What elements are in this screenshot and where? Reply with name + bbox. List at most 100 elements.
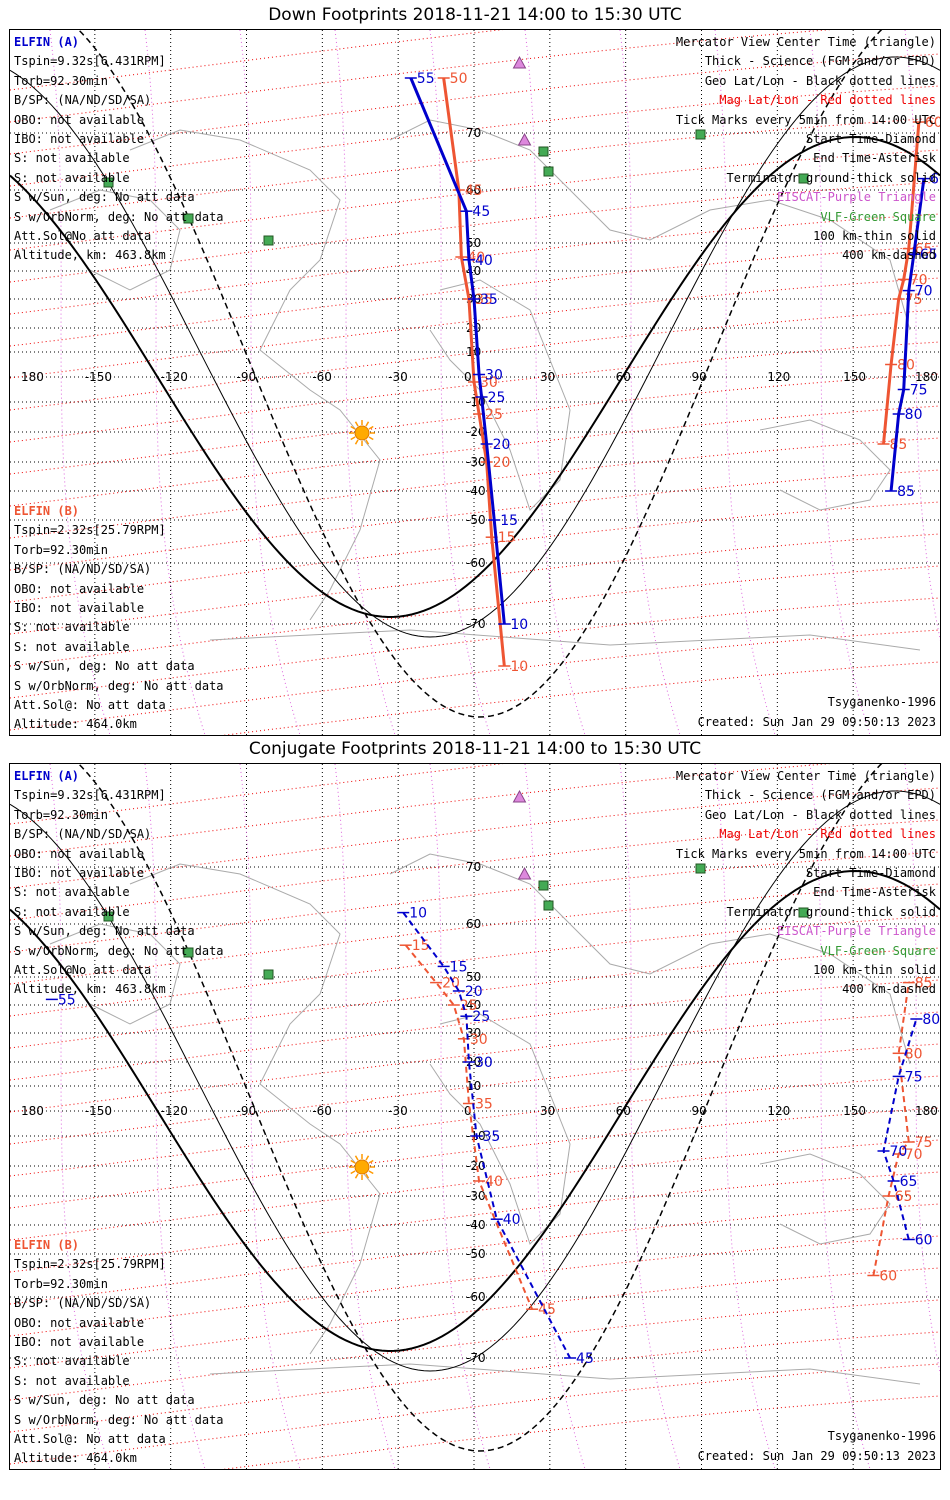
elfin-b-track: [882, 121, 921, 445]
elfin-b-tick-label: 25: [485, 407, 503, 423]
elfin-a-tick-label: 25: [488, 390, 506, 406]
elfin-b-tick-label: 35: [475, 292, 493, 308]
mag-longitude-line: [144, 764, 206, 1469]
mag-longitude-line: [714, 764, 776, 1469]
elfin-b-name: ELFIN (B): [14, 1238, 80, 1252]
legend-100km: 100 km-thin solid: [813, 228, 936, 243]
eiscat-triangle-icon: [517, 132, 532, 146]
elfin-a-line: S w/OrbNorm, deg: No att data: [14, 943, 224, 958]
latitude-tick-label: -70: [466, 617, 486, 631]
longitude-tick-label: -150: [85, 1104, 112, 1118]
legend: Mercator View Center Time (triangle) Thi…: [676, 33, 936, 266]
latitude-tick-label: -60: [466, 556, 486, 570]
elfin-a-tick-label: 75: [905, 1069, 923, 1085]
longitude-tick-label: 120: [767, 1104, 790, 1118]
elfin-a-tick-label: 60: [930, 172, 940, 188]
elfin-a-line: Att.Sol@No att data: [14, 962, 152, 977]
elfin-b-line: Torb=92.30min: [14, 1276, 108, 1291]
elfin-b-line: Torb=92.30min: [14, 542, 108, 557]
eiscat-triangle-icon: [517, 866, 532, 880]
sun-ray: [354, 1173, 359, 1179]
elfin-b-tick-label: 65: [895, 1189, 913, 1205]
elfin-b-line: Att.Sol@: No att data: [14, 1431, 166, 1446]
elfin-b-lines: Tspin=2.32s[25.79RPM] Torb=92.30min B/SP: …: [14, 521, 224, 731]
elfin-b-line: S: not available: [14, 620, 130, 635]
elfin-a-info: ELFIN (A) Tspin=9.32s[6.431RPM] Torb=92.3…: [14, 767, 224, 996]
coastline: [49, 923, 181, 1025]
legend-mag-grid: Mag Lat/Lon - Red dotted lines: [719, 827, 936, 842]
mag-longitude-line: [619, 30, 681, 735]
legend: Mercator View Center Time (triangle) Thi…: [676, 767, 936, 1000]
vlf-square-icon: [695, 863, 706, 874]
elfin-b-tick-label: 40: [467, 250, 485, 266]
elfin-b-tick-label: 70: [910, 272, 928, 288]
elfin-a-line: OBO: not available: [14, 112, 145, 127]
coastline: [209, 1363, 921, 1385]
model-label: Tsyganenko-1996: [827, 695, 936, 710]
elfin-b-track: [872, 982, 910, 1276]
coastline: [209, 629, 921, 651]
eiscat-triangle-icon: [512, 789, 527, 803]
sun-ray: [365, 1155, 370, 1161]
elfin-b-tick-label: 15: [412, 938, 430, 954]
legend-end: End Time-Asterisk: [813, 885, 936, 900]
map-canvas-down: 180 -150 -120 -90 -60 -30 0 30 60 90 120 150 180 70 60…: [10, 30, 940, 735]
longitude-tick-label: -90: [237, 1104, 257, 1118]
elfin-b-info: ELFIN (B) Tspin=2.32s[25.79RPM] Torb=92.3…: [14, 502, 224, 731]
elfin-b-line: IBO: not available: [14, 1334, 145, 1349]
terminator-line: [10, 870, 940, 1352]
created-label: Created: Sun Jan 29 09:50:13 2023: [697, 1448, 936, 1463]
legend-view-center: Mercator View Center Time (triangle): [675, 35, 936, 49]
elfin-a-line: Torb=92.30min: [14, 73, 108, 88]
elfin-b-line: OBO: not available: [14, 581, 145, 596]
elfin-a-tick-label: 40: [503, 1212, 521, 1228]
vlf-square-icon: [538, 880, 549, 891]
elfin-b-tick-label: 45: [538, 1302, 556, 1318]
elfin-b-line: S w/Sun, deg: No att data: [14, 1393, 195, 1408]
elfin-b-line: S: not available: [14, 1373, 130, 1388]
elfin-a-tick-label: 65: [900, 1174, 918, 1190]
latitude-tick-label: -50: [466, 513, 486, 527]
map-panel-down: 180 -150 -120 -90 -60 -30 0 30 60 90 120 150 180 70 60…: [9, 29, 941, 736]
longitude-tick-label: 60: [616, 370, 631, 384]
latitude-tick-label: 60: [466, 183, 481, 197]
legend-end: End Time-Asterisk: [813, 151, 936, 166]
elfin-a-name: ELFIN (A): [14, 769, 80, 783]
sun-icon: [354, 1159, 370, 1175]
longitude-tick-label: 180: [21, 370, 44, 384]
latitude-tick-label: 50: [466, 970, 481, 984]
elfin-b-line: S: not available: [14, 639, 130, 654]
elfin-a-tick-label: 85: [897, 484, 915, 500]
legend-eiscat: EISCAT-Purple Triangle: [777, 924, 936, 939]
legend-terminator: Terminator ground-thick solid: [726, 170, 936, 185]
elfin-b-tick-label: 75: [915, 1135, 933, 1151]
vlf-square-icon: [263, 235, 274, 246]
elfin-b-line: Tspin=2.32s[25.79RPM]: [14, 523, 166, 538]
mag-longitude-line: [239, 30, 301, 735]
longitude-tick-label: 90: [692, 370, 707, 384]
latitude-tick-label: 70: [466, 126, 481, 140]
elfin-b-tick-label: 30: [480, 375, 498, 391]
mag-longitude-line: [334, 764, 396, 1469]
mag-longitude-line: [429, 764, 491, 1469]
legend-geo-grid: Geo Lat/Lon - Black dotted lines: [704, 807, 936, 822]
elfin-a-line: S: not available: [14, 904, 130, 919]
longitude-tick-label: -60: [312, 370, 332, 384]
elfin-a-tick-label: 65: [920, 247, 938, 263]
elfin-a-line: Altitude, km: 463.8km: [14, 982, 166, 997]
legend-mag-grid: Mag Lat/Lon - Red dotted lines: [719, 93, 936, 108]
legend-tick-marks: Tick Marks every 5min from 14:00 UTC: [675, 846, 936, 861]
mag-longitude-line: [49, 764, 111, 1469]
elfin-a-lines: Tspin=9.32s[6.431RPM] Torb=92.30min B/SP: …: [14, 786, 224, 996]
elfin-a-line: S: not available: [14, 885, 130, 900]
latitude-tick-label: 60: [466, 917, 481, 931]
latitude-tick-label: -30: [466, 1189, 486, 1203]
longitude-tick-label: -60: [312, 1104, 332, 1118]
sun-icon: [354, 425, 370, 441]
latitude-tick-label: 50: [466, 236, 481, 250]
terminator-400km-line: [77, 764, 883, 1452]
vlf-square-icon: [798, 173, 809, 184]
latitude-tick-label: 20: [466, 321, 481, 335]
elfin-a-tick-label: 15: [500, 513, 518, 529]
elfin-a-track: [402, 911, 571, 1359]
